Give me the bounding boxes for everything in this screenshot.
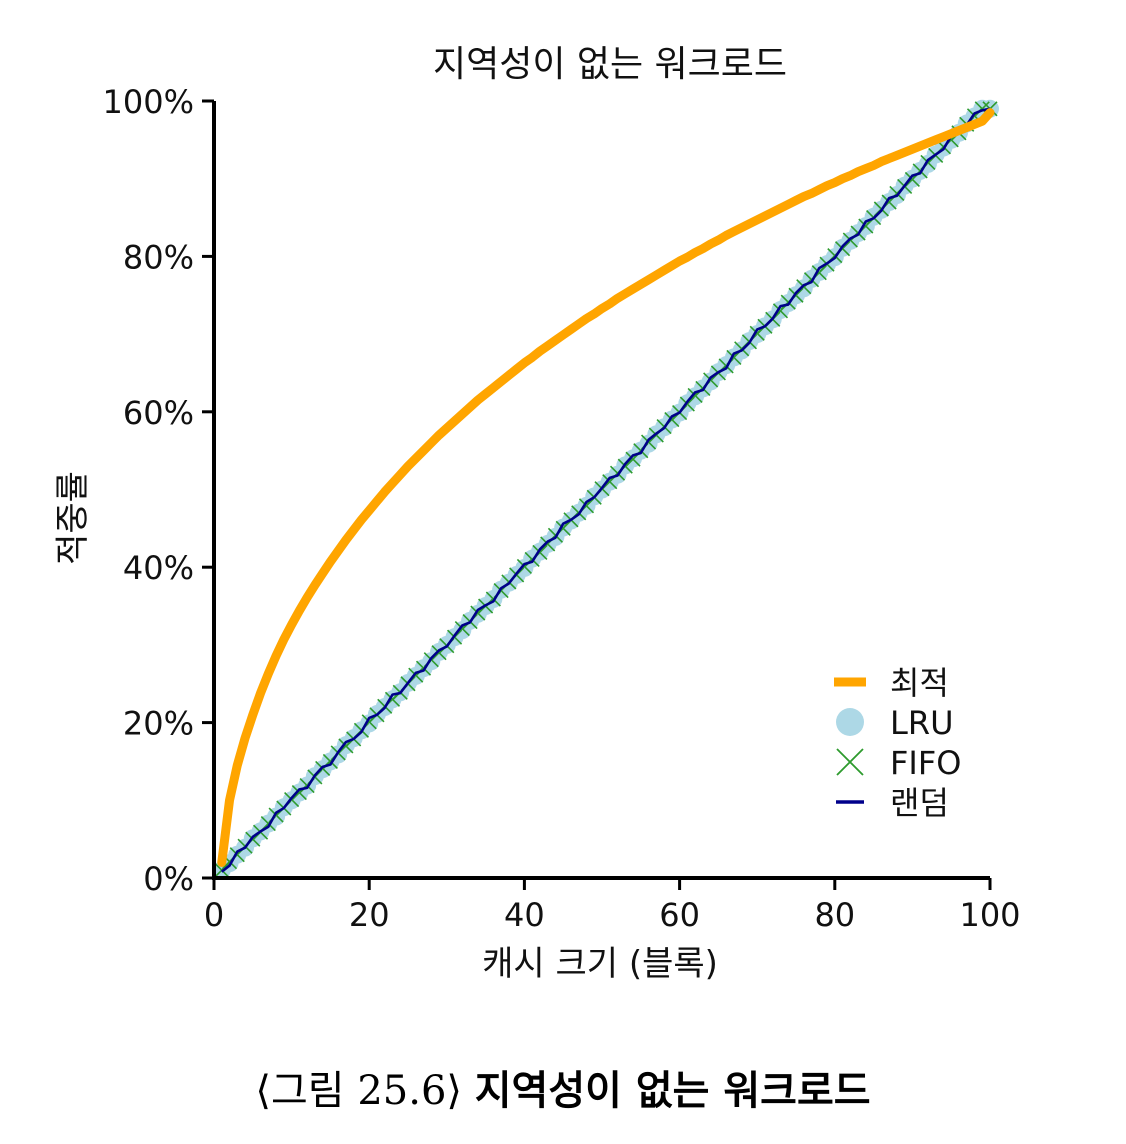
x-axis-label: 캐시 크기 (블록) <box>482 944 718 984</box>
legend-label: 최적 <box>890 664 949 702</box>
x-tick-label: 60 <box>659 896 700 934</box>
legend-swatch-lru <box>836 708 864 736</box>
y-tick-label: 100% <box>103 83 194 121</box>
y-tick-label: 60% <box>123 394 194 432</box>
chart-title: 지역성이 없는 워크로드 <box>433 44 787 85</box>
series-random-line <box>220 107 991 873</box>
y-axis-label: 적중률 <box>53 471 93 565</box>
y-tick-label: 40% <box>123 549 194 587</box>
x-tick-label: 80 <box>814 896 855 934</box>
chart: 지역성이 없는 워크로드 0 20 40 60 80 100 0% 20% 40% 60% 80% 1… <box>53 44 1021 984</box>
y-tick-label: 80% <box>123 238 194 276</box>
caption-prefix: ⟨그림 25.6⟩ <box>255 1068 462 1114</box>
x-tick-label: 40 <box>504 896 545 934</box>
figure-caption: ⟨그림 25.6⟩ 지역성이 없는 워크로드 <box>0 1058 1126 1116</box>
x-tick-label: 20 <box>349 896 390 934</box>
y-tick-label: 0% <box>143 860 194 898</box>
y-tick-label: 20% <box>123 705 194 743</box>
legend-label: 랜덤 <box>890 784 949 822</box>
x-tick-label: 0 <box>204 896 224 934</box>
caption-title: 지역성이 없는 워크로드 <box>474 1067 871 1114</box>
legend-swatch-fifo <box>836 748 864 776</box>
plot-area <box>212 99 999 880</box>
legend-label: LRU <box>890 704 953 742</box>
axis-ticks: 0 20 40 60 80 100 0% 20% 40% 60% 80% 100% <box>103 83 1021 934</box>
series-optimal-line <box>217 108 995 867</box>
x-tick-label: 100 <box>959 896 1020 934</box>
legend-label: FIFO <box>890 744 961 782</box>
